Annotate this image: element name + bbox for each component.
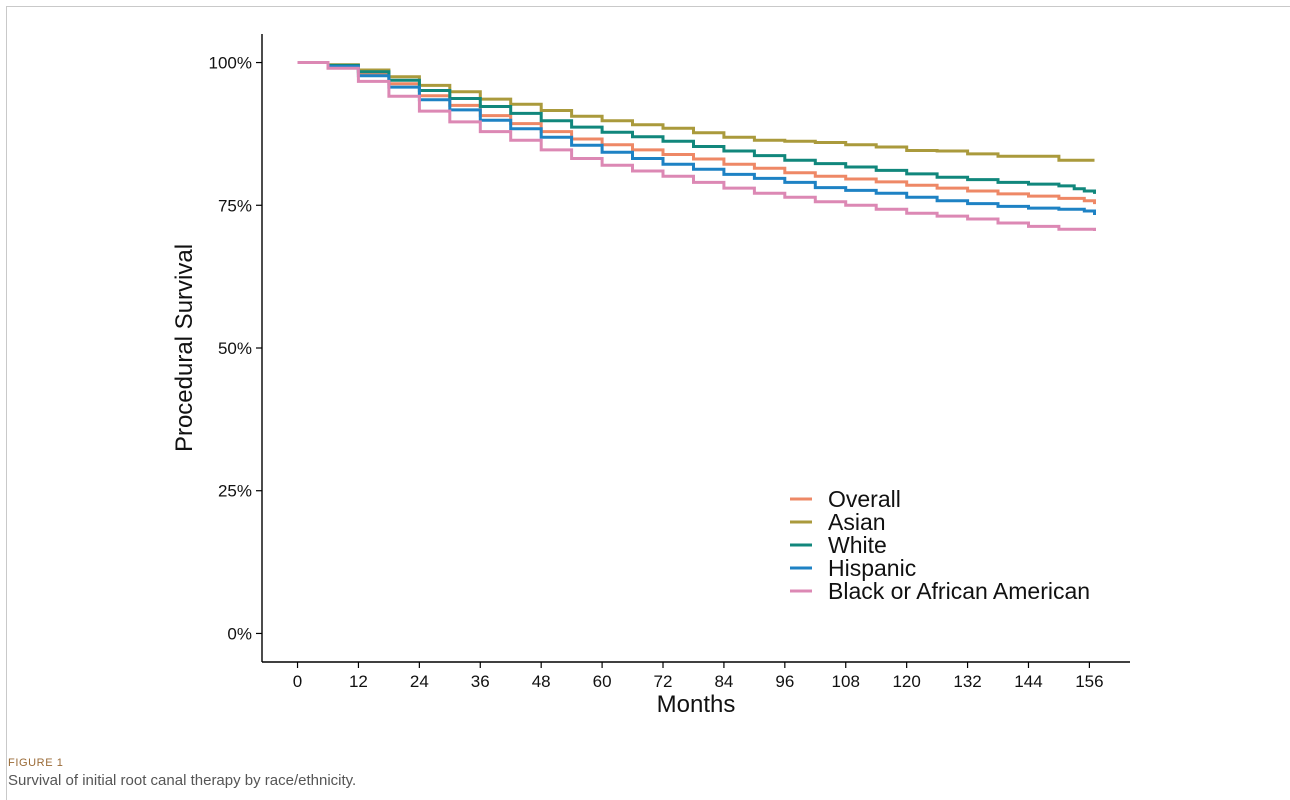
x-tick-label: 132	[953, 672, 981, 691]
x-tick-label: 120	[892, 672, 920, 691]
x-tick-label: 12	[349, 672, 368, 691]
figure-caption: Survival of initial root canal therapy b…	[8, 772, 357, 789]
series-line-hispanic	[297, 61, 1096, 215]
figure-label: FIGURE 1	[8, 757, 64, 769]
x-tick-label: 36	[471, 672, 490, 691]
x-tick-label: 96	[775, 672, 794, 691]
x-tick-label: 24	[410, 672, 429, 691]
legend-label-overall: Overall	[828, 486, 901, 512]
y-tick-label: 25%	[218, 482, 252, 501]
x-tick-label: 156	[1075, 672, 1103, 691]
series-line-asian	[297, 61, 1095, 162]
figure-frame	[6, 6, 1290, 800]
y-tick-label: 0%	[227, 624, 252, 643]
y-tick-label: 50%	[218, 339, 252, 358]
x-tick-label: 60	[593, 672, 612, 691]
y-axis-title: Procedural Survival	[171, 244, 198, 452]
legend-label-white: White	[828, 532, 887, 558]
y-tick-label: 100%	[209, 54, 252, 73]
x-tick-label: 144	[1014, 672, 1042, 691]
series-line-black-or-african-american	[297, 61, 1096, 231]
x-tick-label: 0	[293, 672, 302, 691]
y-tick-label: 75%	[218, 196, 252, 215]
x-axis-title: Months	[657, 691, 736, 718]
x-tick-label: 108	[832, 672, 860, 691]
axis-ticks: 0 12 24 36 48 60 72 84 96 108 120 132 144 156 0% 25% 50%…	[209, 54, 1104, 691]
x-tick-label: 72	[654, 672, 673, 691]
survival-chart: 0 12 24 36 48 60 72 84 96 108 120 132 144 156 0% 25% 50%…	[171, 34, 1130, 718]
legend-label-asian: Asian	[828, 509, 886, 535]
series-line-white	[297, 61, 1096, 194]
x-tick-label: 84	[714, 672, 733, 691]
x-tick-label: 48	[532, 672, 551, 691]
series-lines	[297, 61, 1096, 231]
legend-label-black-or-african-american: Black or African American	[828, 578, 1090, 604]
legend-label-hispanic: Hispanic	[828, 555, 916, 581]
